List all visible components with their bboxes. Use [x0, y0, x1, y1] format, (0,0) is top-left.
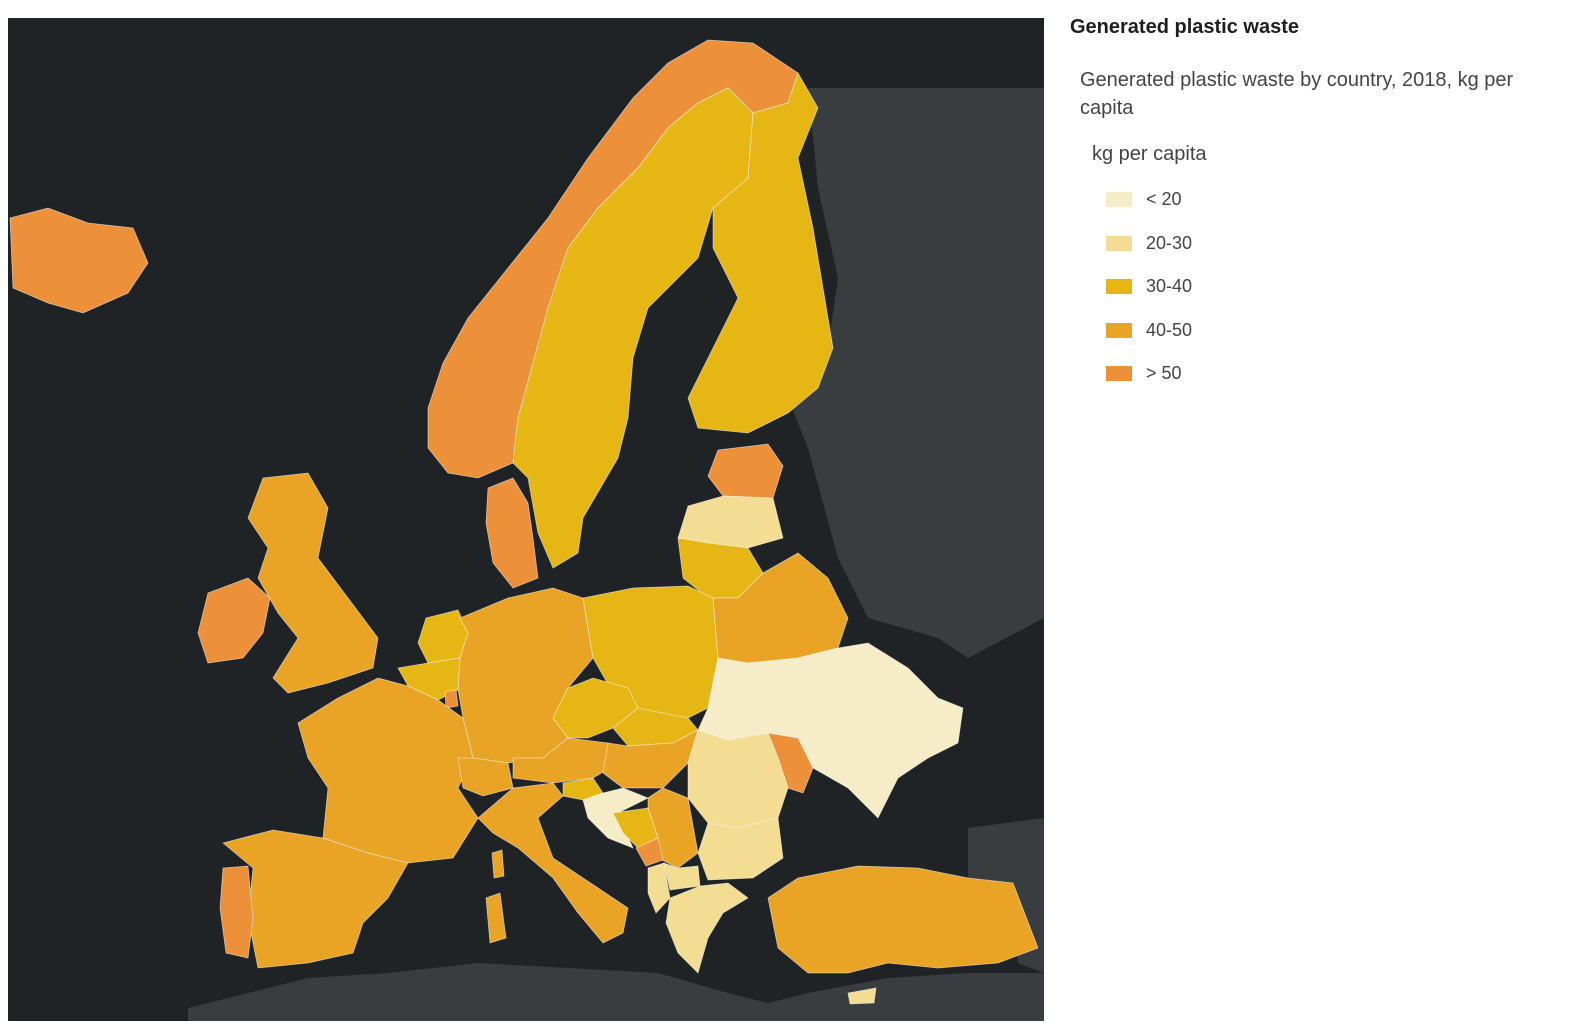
region-turkey[interactable]: [767, 865, 1039, 974]
region-italy[interactable]: [477, 782, 629, 944]
kola-land: [868, 168, 983, 268]
legend-items: < 20 20-30 30-40 40-50 > 50: [1106, 186, 1192, 404]
region-france[interactable]: [297, 677, 479, 864]
legend-label: 30-40: [1146, 276, 1193, 296]
legend-label: 20-30: [1146, 232, 1193, 253]
region-montenegro[interactable]: [635, 837, 664, 867]
north-africa-land: [188, 963, 1044, 1021]
region-bulgaria[interactable]: [697, 817, 784, 881]
legend-label: < 20: [1146, 189, 1182, 209]
region-finland[interactable]: [687, 72, 834, 434]
legend-swatch: [1106, 279, 1132, 294]
region-romania[interactable]: [687, 729, 789, 829]
region-estonia[interactable]: [707, 443, 784, 499]
legend-item-20-30: 20-30: [1106, 230, 1192, 257]
region-denmark[interactable]: [485, 477, 539, 589]
region-albania[interactable]: [647, 862, 671, 914]
legend-item-40-50: 40-50: [1106, 317, 1192, 344]
legend-swatch: [1106, 366, 1132, 381]
region-corsica[interactable]: [491, 849, 505, 879]
region-greece[interactable]: [665, 882, 749, 974]
region-latvia[interactable]: [677, 495, 784, 549]
choropleth-map: [9, 39, 1044, 1021]
legend-label: > 50: [1146, 363, 1182, 383]
map-view[interactable]: [8, 18, 1044, 1021]
country-regions: [9, 39, 1039, 1005]
legend-swatch: [1106, 235, 1132, 251]
region-united-kingdom[interactable]: [247, 472, 379, 694]
legend-field-label: kg per capita: [1092, 143, 1207, 165]
legend-title: Generated plastic waste: [1070, 16, 1299, 38]
region-ireland[interactable]: [197, 577, 271, 664]
region-portugal[interactable]: [219, 865, 254, 959]
region-sardinia[interactable]: [485, 892, 507, 944]
legend-item-30-40: 30-40: [1106, 273, 1192, 300]
region-cyprus[interactable]: [847, 987, 877, 1005]
legend-label: 40-50: [1146, 319, 1193, 340]
legend-item-gt-50: > 50: [1106, 360, 1192, 387]
region-iceland[interactable]: [9, 207, 149, 314]
legend-item-lt-20: < 20: [1106, 186, 1192, 213]
region-luxembourg[interactable]: [444, 689, 459, 709]
legend-subtitle: Generated plastic waste by country, 2018…: [1080, 69, 1514, 119]
region-north-macedonia[interactable]: [663, 862, 701, 891]
region-switzerland[interactable]: [457, 757, 514, 797]
legend-swatch: [1106, 192, 1132, 207]
basemap: [188, 88, 1044, 1021]
legend-swatch: [1106, 322, 1132, 338]
